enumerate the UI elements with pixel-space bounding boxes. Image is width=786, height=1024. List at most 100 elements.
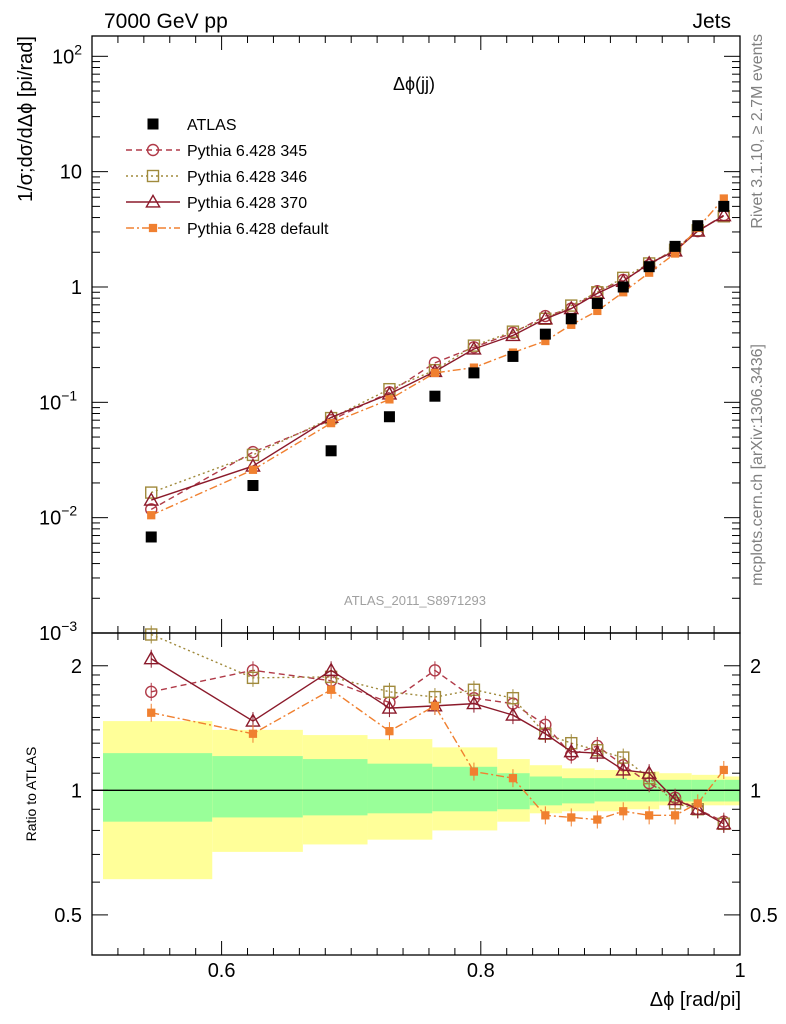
- ratio-point-3-12: [670, 811, 680, 820]
- ratio-frame: [91, 632, 741, 956]
- ratio-point-3-9: [593, 815, 602, 824]
- main-point-0-14: [718, 200, 730, 212]
- legend-label-0: ATLAS: [187, 117, 237, 134]
- main-point-0-8: [565, 313, 577, 325]
- ratio-point-1-3: [383, 685, 396, 699]
- rivet-label: Rivet 3.1.10, ≥ 2.7M events: [749, 34, 766, 229]
- ratio-point-2-11: [641, 765, 657, 779]
- x-tick-label-0: 0.6: [208, 960, 236, 982]
- ratio-point-2-6: [505, 707, 521, 721]
- ratio-y-tick-label-right-1: 1: [750, 780, 761, 802]
- ratio-point-3-6: [508, 774, 518, 783]
- ratio-point-1-0: [145, 628, 158, 641]
- main-series-line-2: [150, 215, 725, 494]
- category-label: Jets: [692, 10, 731, 33]
- legend-label-2: Pythia 6.428 346: [187, 169, 307, 186]
- main-point-4-14: [719, 194, 728, 203]
- main-point-0-12: [669, 240, 681, 252]
- main-point-4-8: [567, 320, 576, 329]
- main-y-tick-label-4: 10: [60, 162, 82, 184]
- main-point-4-12: [670, 249, 680, 258]
- energy-label: 7000 GeV pp: [104, 10, 228, 33]
- main-y-tick-label-3: 1: [71, 277, 82, 299]
- ratio-point-3-1: [248, 729, 258, 738]
- main-point-0-11: [643, 261, 655, 273]
- mcplots-label: mcplots.cern.ch [arXiv:1306.3436]: [749, 344, 766, 586]
- ratio-point-3-8: [567, 813, 576, 822]
- main-y-tick-label-1: 10−2: [39, 503, 77, 530]
- main-point-0-9: [591, 297, 603, 309]
- green-band-3: [367, 763, 433, 814]
- main-point-0-0: [145, 531, 157, 543]
- ratio-point-1-6: [506, 691, 520, 705]
- main-point-3-14: [715, 207, 732, 222]
- ratio-series-line-0: [151, 669, 725, 823]
- legend-label-4: Pythia 6.428 default: [187, 221, 329, 238]
- main-point-0-13: [692, 220, 704, 232]
- ratio-point-3-10: [619, 807, 628, 816]
- main-series-line-1: [150, 214, 725, 510]
- legend-label-3: Pythia 6.428 370: [187, 195, 307, 212]
- ratio-point-2-5: [466, 695, 482, 710]
- ratio-point-1-1: [246, 671, 260, 685]
- main-y-tick-label-2: 10−1: [39, 387, 77, 414]
- ratio-point-3-2: [326, 685, 336, 694]
- green-band-1: [212, 756, 303, 818]
- main-point-4-3: [385, 395, 394, 404]
- ratio-point-3-0: [147, 708, 156, 717]
- main-point-4-7: [541, 336, 550, 346]
- ratio-point-3-5: [469, 767, 479, 776]
- main-panel: 10−3 10−2 10−1 1 10 102 Δϕ(jj) ATLAS_2011_S89…: [15, 35, 741, 645]
- main-point-0-4: [429, 390, 441, 402]
- legend-marker-2: [146, 169, 160, 183]
- ratio-point-2-13: [689, 801, 706, 815]
- ratio-y-tick-label-2: 2: [71, 656, 82, 678]
- legend-marker-0: [147, 118, 159, 130]
- main-point-3-5: [466, 340, 482, 355]
- main-point-0-7: [539, 328, 551, 340]
- ratio-point-2-2: [323, 662, 339, 676]
- ratio-point-0-4: [428, 664, 442, 677]
- ratio-point-3-7: [541, 811, 550, 820]
- legend-marker-4: [148, 223, 158, 233]
- main-point-3-0: [143, 492, 160, 506]
- ratio-y-tick-label-right-0: 0.5: [750, 905, 778, 927]
- main-point-3-6: [505, 327, 521, 342]
- ratio-point-3-4: [430, 701, 440, 710]
- main-point-0-3: [383, 411, 395, 423]
- ratio-point-2-9: [589, 745, 606, 759]
- ratio-point-2-12: [667, 791, 683, 806]
- ratio-series-line-1: [150, 633, 725, 825]
- main-point-3-7: [537, 310, 554, 325]
- main-y-axis-label: 1/σ;dσ/dΔϕ [pi/rad]: [15, 36, 37, 202]
- ratio-point-0-0: [145, 685, 158, 699]
- main-point-4-1: [248, 465, 258, 474]
- legend-marker-3: [145, 193, 161, 208]
- green-band-0: [103, 753, 213, 822]
- main-point-1-1: [246, 445, 260, 459]
- x-axis-label: Δϕ [rad/pi]: [650, 989, 741, 1011]
- main-y-tick-label-5: 102: [52, 41, 82, 68]
- legend-label-1: Pythia 6.428 345: [187, 143, 307, 160]
- ratio-point-3-13: [693, 799, 702, 808]
- ratio-point-3-3: [385, 727, 394, 736]
- main-point-4-2: [326, 419, 336, 428]
- ratio-point-2-7: [537, 725, 554, 740]
- main-point-0-2: [325, 445, 337, 457]
- ratio-point-3-11: [645, 811, 654, 820]
- main-series-line-4: [150, 198, 725, 516]
- main-point-4-11: [645, 268, 654, 277]
- analysis-label: ATLAS_2011_S8971293: [344, 593, 486, 608]
- ratio-point-2-14: [715, 815, 732, 830]
- ratio-y-tick-label-right-2: 2: [750, 656, 761, 678]
- legend-marker-1: [146, 143, 160, 157]
- main-point-4-0: [147, 511, 156, 520]
- main-point-4-4: [430, 368, 440, 378]
- ratio-point-2-0: [143, 650, 160, 665]
- main-point-0-1: [247, 480, 259, 492]
- ratio-y-tick-label-1: 1: [71, 780, 82, 802]
- ratio-point-2-10: [615, 761, 632, 776]
- main-point-2-0: [145, 486, 158, 499]
- ratio-point-2-3: [381, 700, 398, 714]
- main-point-0-10: [617, 281, 629, 293]
